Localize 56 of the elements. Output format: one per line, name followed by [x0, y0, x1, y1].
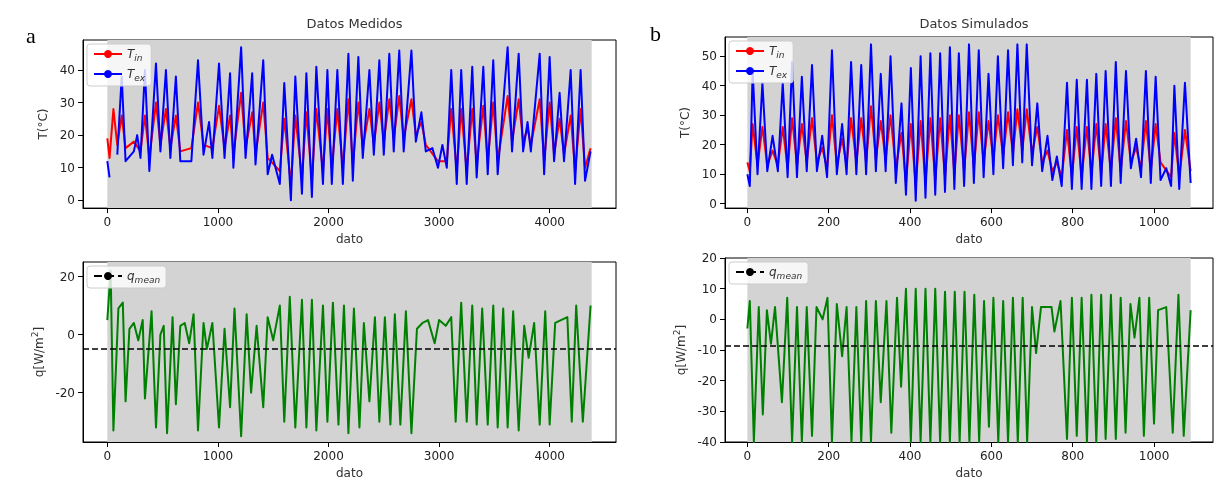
x-tick-label: 600 [979, 449, 1003, 463]
x-tick-label: 0 [103, 449, 112, 463]
y-tick-label: 20 [701, 251, 717, 265]
y-tick-label: 0 [67, 327, 75, 342]
x-tick-label: 0 [743, 449, 752, 463]
y-tick-label: 30 [701, 108, 717, 123]
x-tick-label: 1000 [202, 215, 234, 230]
x-tick-label: 3000 [423, 449, 455, 463]
y-tick-label: 0 [67, 193, 75, 208]
y-tick-label: 0 [709, 312, 717, 327]
x-tick-label: 1000 [202, 449, 234, 463]
x-tick-label: 2000 [313, 215, 344, 230]
x-tick-label: 1000 [1138, 215, 1170, 230]
x-tick-label: 0 [743, 215, 752, 230]
x-tick-label: 0 [103, 215, 112, 230]
chart-title: Datos Medidos [306, 16, 403, 31]
x-tick-label: 200 [817, 215, 841, 230]
text: a [26, 22, 36, 48]
y-tick-label: 0 [709, 196, 717, 211]
y-tick-label: 10 [59, 160, 75, 175]
y-axis-title: T(°C) [677, 107, 692, 140]
x-tick-label: 600 [979, 215, 1003, 230]
chart-title: Datos Simulados [919, 16, 1029, 31]
y-tick-label: 40 [59, 62, 75, 77]
y-tick-label: 20 [59, 269, 75, 284]
x-tick-label: 800 [1061, 215, 1085, 230]
x-tick-label: 200 [817, 449, 841, 463]
y-axis-title: q[W/m2] [30, 326, 46, 378]
y-tick-label: 10 [701, 167, 717, 182]
x-tick-label: 4000 [534, 215, 565, 230]
y-tick-label: 50 [701, 49, 717, 64]
x-tick-label: 2000 [313, 449, 344, 463]
y-tick-label: 20 [701, 137, 717, 152]
x-axis-title: dato [335, 465, 364, 480]
x-tick-label: 3000 [423, 215, 455, 230]
x-tick-label: 800 [1061, 449, 1085, 463]
x-axis-title: dato [955, 232, 983, 246]
y-tick-label: -40 [697, 435, 717, 449]
y-tick-label: -20 [697, 373, 717, 388]
y-tick-label: 10 [701, 281, 717, 296]
y-tick-label: 20 [59, 128, 75, 143]
x-tick-label: 400 [898, 215, 922, 230]
x-tick-label: 400 [898, 449, 922, 463]
x-axis-title: dato [955, 465, 983, 480]
y-tick-label: -10 [697, 343, 717, 357]
line-series [746, 287, 1192, 443]
y-axis-title: q[W/m2] [672, 324, 688, 376]
x-axis-title: dato [335, 232, 364, 246]
y-axis-title: T(°C) [35, 108, 50, 141]
y-tick-label: 40 [701, 78, 717, 93]
y-tick-label: 30 [59, 95, 75, 110]
x-tick-label: 4000 [534, 449, 565, 463]
text: b [650, 20, 661, 46]
y-tick-label: -30 [697, 404, 717, 419]
x-tick-label: 1000 [1138, 449, 1170, 463]
y-tick-label: -20 [55, 385, 75, 400]
